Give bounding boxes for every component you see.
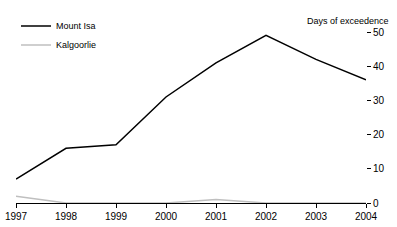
svg-text:2000: 2000 [155, 211, 178, 222]
svg-text:1998: 1998 [55, 211, 78, 222]
svg-text:2001: 2001 [205, 211, 228, 222]
svg-text:20: 20 [373, 129, 385, 140]
svg-text:1997: 1997 [5, 211, 28, 222]
svg-text:2003: 2003 [305, 211, 328, 222]
svg-text:10: 10 [373, 163, 385, 174]
svg-text:50: 50 [373, 27, 385, 38]
svg-text:2002: 2002 [255, 211, 278, 222]
svg-text:Mount Isa: Mount Isa [56, 21, 96, 31]
svg-text:2004: 2004 [355, 211, 378, 222]
svg-text:Days of exceedence: Days of exceedence [307, 16, 389, 26]
svg-text:0: 0 [373, 198, 379, 209]
svg-text:1999: 1999 [105, 211, 128, 222]
svg-text:Kalgoorlie: Kalgoorlie [56, 40, 96, 50]
svg-text:30: 30 [373, 95, 385, 106]
svg-text:40: 40 [373, 61, 385, 72]
